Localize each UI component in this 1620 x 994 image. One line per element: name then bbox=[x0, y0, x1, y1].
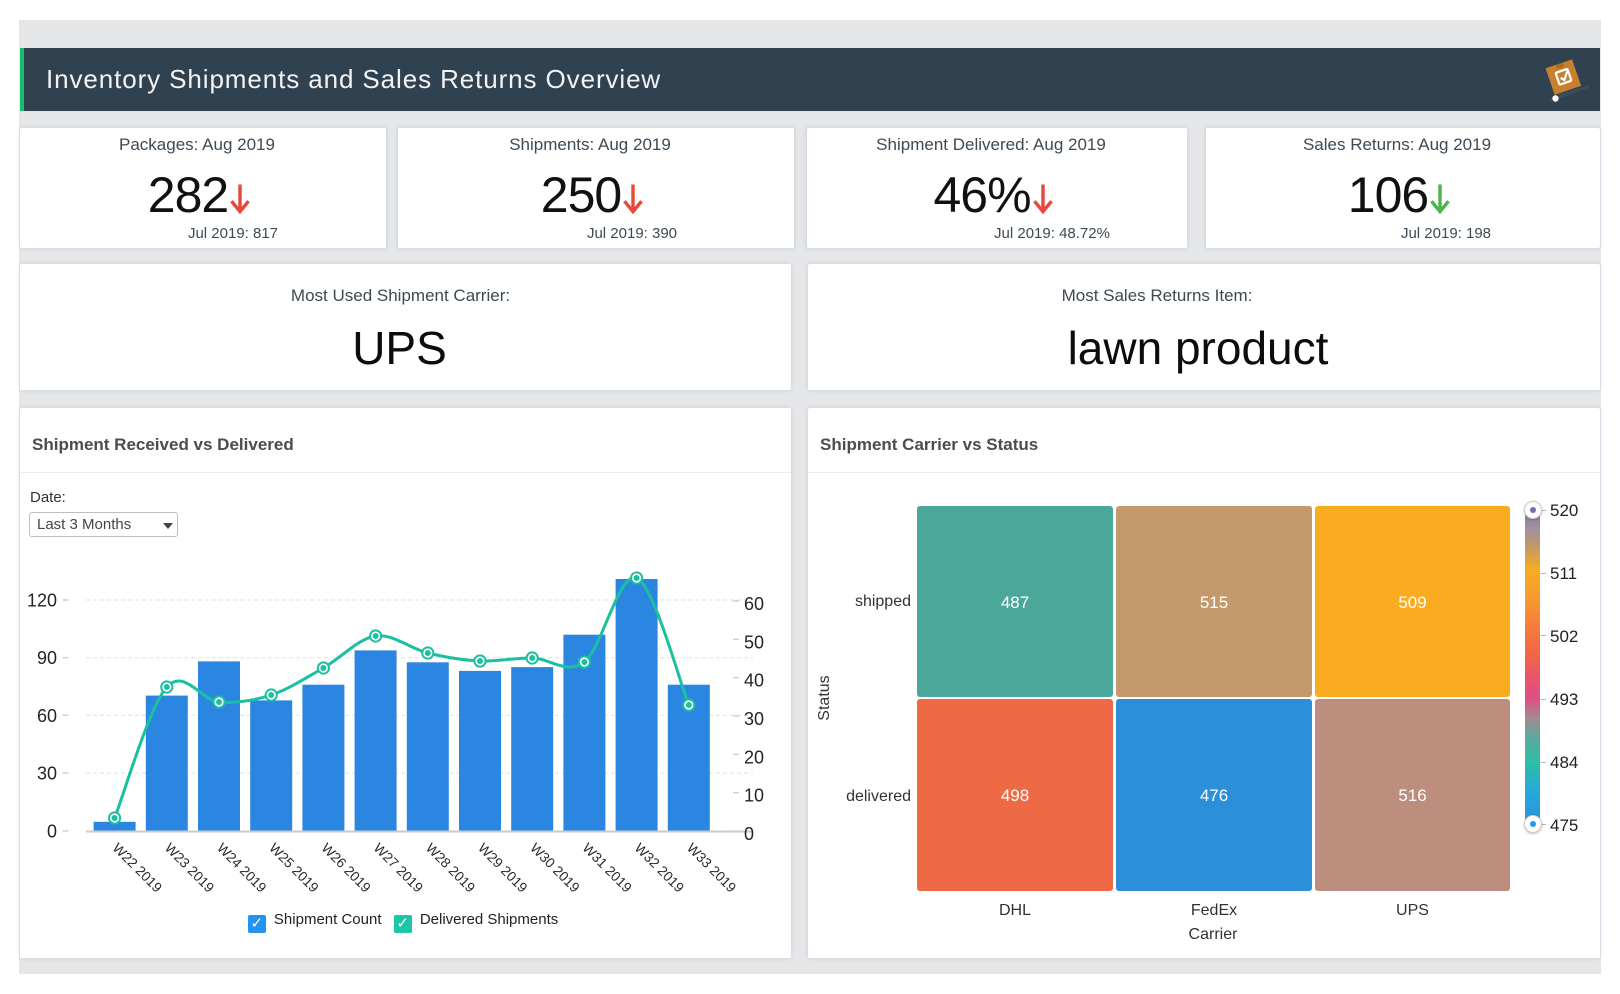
svg-text:W22 2019: W22 2019 bbox=[110, 840, 165, 895]
svg-text:10: 10 bbox=[744, 786, 764, 806]
svg-text:60: 60 bbox=[37, 706, 57, 726]
svg-text:W30 2019: W30 2019 bbox=[527, 840, 582, 895]
svg-text:W29 2019: W29 2019 bbox=[475, 840, 530, 895]
svg-text:40: 40 bbox=[744, 671, 764, 691]
svg-text:30: 30 bbox=[37, 764, 57, 784]
svg-text:W24 2019: W24 2019 bbox=[214, 840, 269, 895]
svg-text:90: 90 bbox=[37, 648, 57, 668]
svg-text:W26 2019: W26 2019 bbox=[318, 840, 373, 895]
svg-text:120: 120 bbox=[27, 591, 57, 611]
svg-text:20: 20 bbox=[744, 747, 764, 767]
svg-text:W32 2019: W32 2019 bbox=[632, 840, 687, 895]
svg-text:W28 2019: W28 2019 bbox=[423, 840, 478, 895]
svg-text:W25 2019: W25 2019 bbox=[266, 840, 321, 895]
svg-text:0: 0 bbox=[47, 822, 57, 842]
svg-text:W23 2019: W23 2019 bbox=[162, 840, 217, 895]
svg-text:W31 2019: W31 2019 bbox=[579, 840, 634, 895]
svg-text:0: 0 bbox=[744, 824, 754, 844]
svg-text:60: 60 bbox=[744, 594, 764, 614]
svg-text:30: 30 bbox=[744, 709, 764, 729]
svg-text:W27 2019: W27 2019 bbox=[371, 840, 426, 895]
svg-text:W33 2019: W33 2019 bbox=[684, 840, 739, 895]
svg-text:50: 50 bbox=[744, 632, 764, 652]
